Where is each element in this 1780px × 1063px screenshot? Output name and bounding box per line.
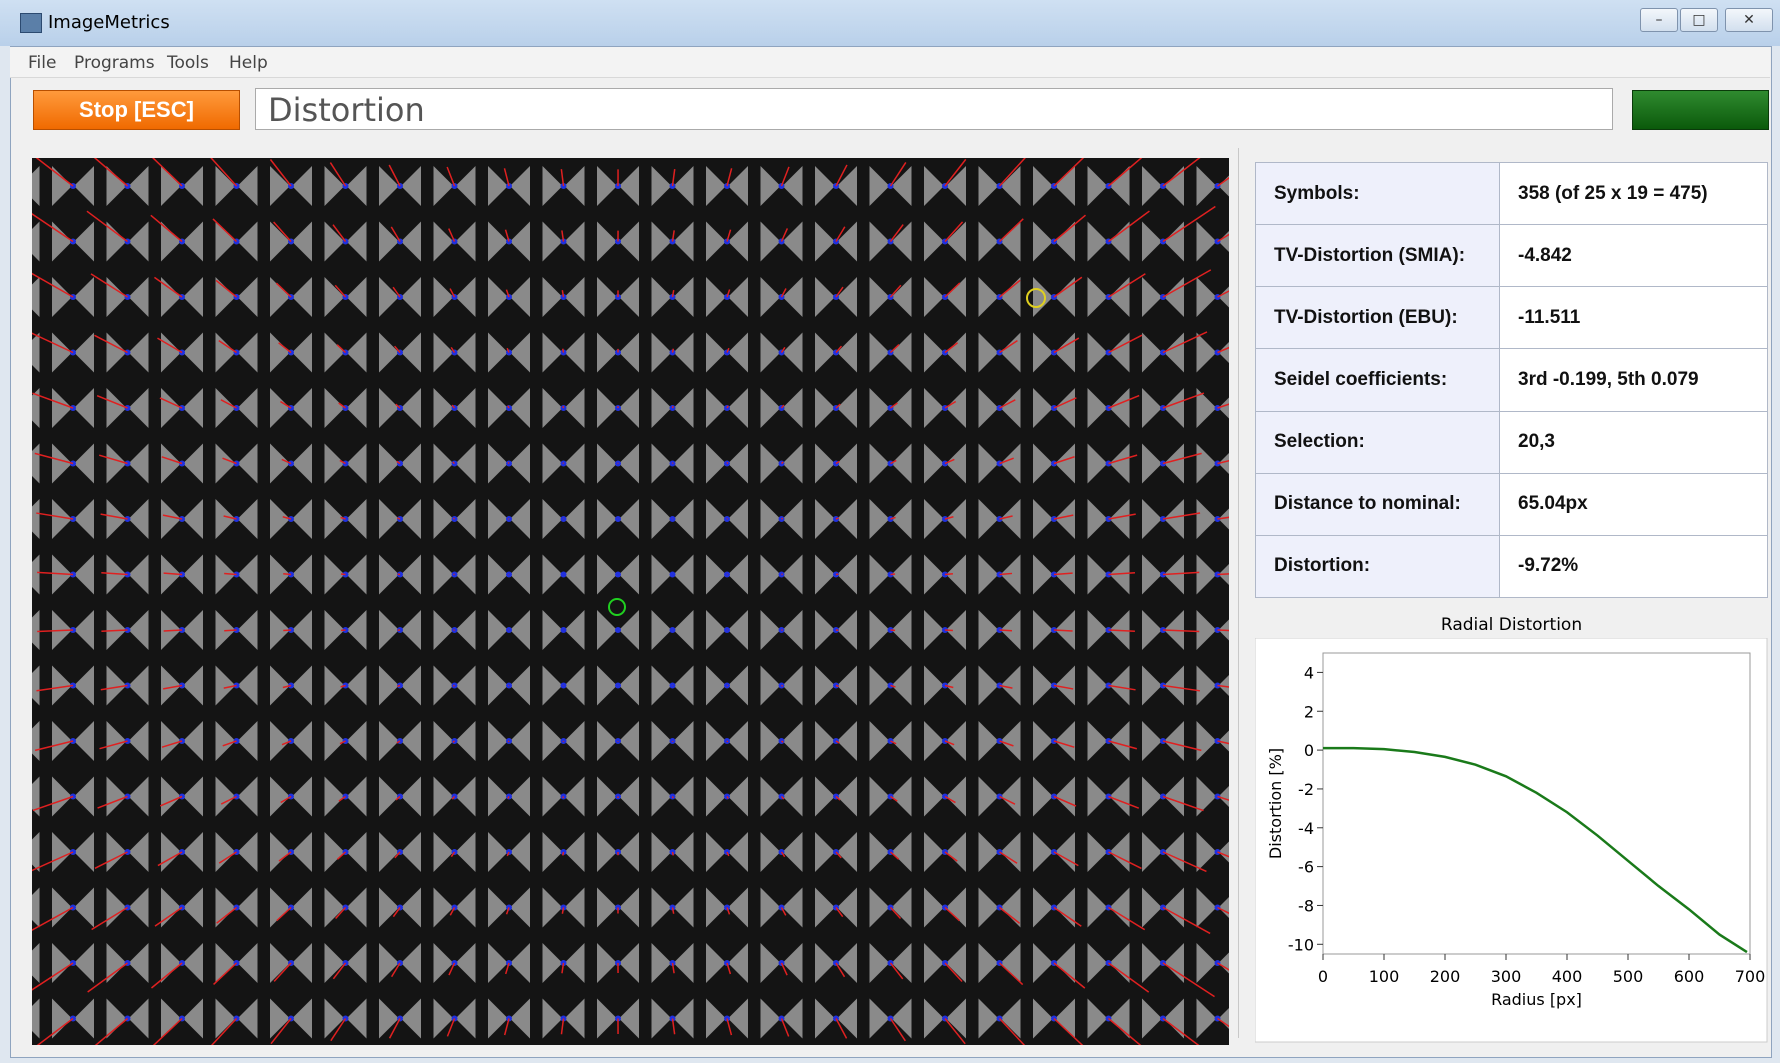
app: ImageMetrics – □ ✕ File Programs Tools H… [0,0,1780,1063]
vector [453,686,454,687]
vector [727,462,728,463]
label-cell: Distance to nominal: [1256,473,1500,535]
distortion-image [32,158,1229,1045]
vector [563,406,564,408]
maximize[interactable]: □ [1680,8,1718,32]
menu-bar: File Programs Tools Help [10,47,1770,78]
x-tick-label: 200 [1430,967,1461,986]
vector [563,349,564,353]
label-cell: TV-Distortion (SMIA): [1256,225,1500,287]
chart: -10 -8 -6 -4 -2 0 2 4 0 100 200 300 400 500 600 700 Radi… [1255,638,1768,1043]
vector [563,852,564,855]
label-cell: TV-Distortion (EBU): [1256,287,1500,349]
x-tick-label: 400 [1552,967,1583,986]
menu-item[interactable]: File [28,53,56,73]
x-axis-label: Radius [px] [1491,990,1582,1009]
vector [164,630,182,631]
vector [224,630,236,631]
vector [453,518,454,519]
vector [673,349,674,353]
y-axis-label: Distortion [%] [1266,748,1285,859]
vector [836,518,839,519]
vector [397,686,400,687]
table-row: Symbols:358 (of 25 x 19 = 475) [1256,163,1768,225]
separator [1238,148,1239,1038]
value-cell: -4.842 [1500,225,1768,287]
vector [945,574,953,575]
x-tick-label: 600 [1674,967,1705,986]
x-tick-label: 300 [1491,967,1522,986]
close[interactable]: ✕ [1725,8,1773,32]
table-row: Selection:20,3 [1256,411,1768,473]
x-tick-label: 100 [1369,967,1400,986]
vector [508,797,509,799]
menu-item[interactable]: Programs [74,53,155,73]
vector [782,686,783,687]
vector [673,852,674,855]
menu-item[interactable]: Tools [167,53,209,73]
x-tick-label: 500 [1613,967,1644,986]
y-tick-label: -2 [1298,780,1314,799]
table-row: Seidel coefficients:3rd -0.199, 5th 0.07… [1256,349,1768,411]
app-icon [20,13,42,33]
x-tick-label: 0 [1318,967,1328,986]
program-title: Distortion [255,88,1613,130]
results-table: Symbols:358 (of 25 x 19 = 475)TV-Distort… [1255,162,1768,598]
table-row: Distance to nominal:65.04px [1256,473,1768,535]
vector [1000,573,1013,574]
stop-button[interactable]: Stop [ESC] [33,90,240,130]
vector [397,518,400,519]
value-cell: -11.511 [1500,287,1768,349]
vector [453,741,455,742]
y-tick-label: 4 [1304,663,1314,682]
y-tick-label: -10 [1288,935,1314,954]
label-cell: Symbols: [1256,163,1500,225]
vector [782,518,783,519]
value-cell: 20,3 [1500,411,1768,473]
chart-title: Radial Distortion [1255,615,1768,635]
y-tick-label: -4 [1298,819,1314,838]
vector [1000,630,1012,631]
value-cell: 65.04px [1500,473,1768,535]
label-cell: Seidel coefficients: [1256,349,1500,411]
label-cell: Distortion: [1256,535,1500,597]
vector [508,741,509,742]
vector [283,630,291,631]
value-cell: 3rd -0.199, 5th 0.079 [1500,349,1768,411]
minimize[interactable]: – [1640,8,1678,32]
table-row: TV-Distortion (EBU):-11.511 [1256,287,1768,349]
vector [283,574,291,575]
vector [341,574,346,575]
y-tick-label: -8 [1298,896,1314,915]
vector [673,406,674,408]
y-tick-label: -6 [1298,858,1314,877]
vector [727,797,728,799]
y-tick-label: 0 [1304,741,1314,760]
vector [1054,630,1073,631]
vector [508,462,509,463]
title-bar [0,0,1780,46]
plot-area [1323,653,1750,954]
menu-item[interactable]: Help [229,53,268,73]
vector [891,574,896,575]
value-cell: 358 (of 25 x 19 = 475) [1500,163,1768,225]
y-tick-label: 2 [1304,702,1314,721]
vector [727,741,728,742]
table-row: Distortion:-9.72% [1256,535,1768,597]
label-cell: Selection: [1256,411,1500,473]
vector [836,686,839,687]
status-indicator [1632,90,1769,130]
table-row: TV-Distortion (SMIA):-4.842 [1256,225,1768,287]
value-cell: -9.72% [1500,535,1768,597]
vector [224,573,236,574]
vector [945,630,953,631]
window-title: ImageMetrics [48,12,170,33]
vector [782,741,784,742]
x-tick-label: 700 [1735,967,1766,986]
